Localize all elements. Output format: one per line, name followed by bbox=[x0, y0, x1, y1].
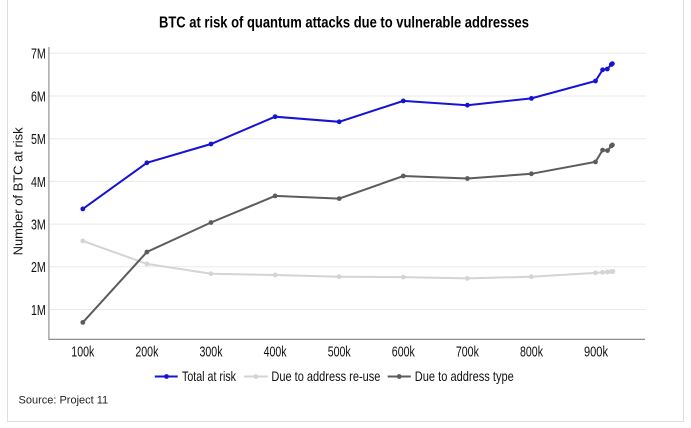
svg-text:700k: 700k bbox=[456, 344, 480, 360]
svg-text:600k: 600k bbox=[392, 344, 416, 360]
svg-text:100k: 100k bbox=[71, 344, 95, 360]
svg-text:Due to address type: Due to address type bbox=[415, 369, 514, 384]
svg-text:400k: 400k bbox=[264, 344, 288, 360]
svg-text:5M: 5M bbox=[31, 132, 46, 148]
svg-text:300k: 300k bbox=[200, 344, 224, 360]
svg-text:1M: 1M bbox=[31, 303, 46, 319]
svg-text:800k: 800k bbox=[520, 344, 544, 360]
svg-text:Total at risk: Total at risk bbox=[182, 369, 236, 384]
svg-text:Number of BTC at risk: Number of BTC at risk bbox=[11, 127, 26, 255]
svg-text:Due to address re-use: Due to address re-use bbox=[271, 369, 380, 384]
svg-text:6M: 6M bbox=[31, 89, 46, 105]
svg-text:BTC at risk of quantum attacks: BTC at risk of quantum attacks due to vu… bbox=[159, 14, 529, 31]
svg-text:200k: 200k bbox=[135, 344, 159, 360]
svg-text:7M: 7M bbox=[31, 47, 46, 63]
svg-text:Source: Project 11: Source: Project 11 bbox=[19, 395, 109, 407]
svg-text:4M: 4M bbox=[31, 175, 46, 191]
svg-text:2M: 2M bbox=[31, 260, 46, 276]
svg-text:500k: 500k bbox=[328, 344, 352, 360]
svg-text:900k: 900k bbox=[584, 344, 609, 360]
svg-text:3M: 3M bbox=[31, 218, 46, 234]
